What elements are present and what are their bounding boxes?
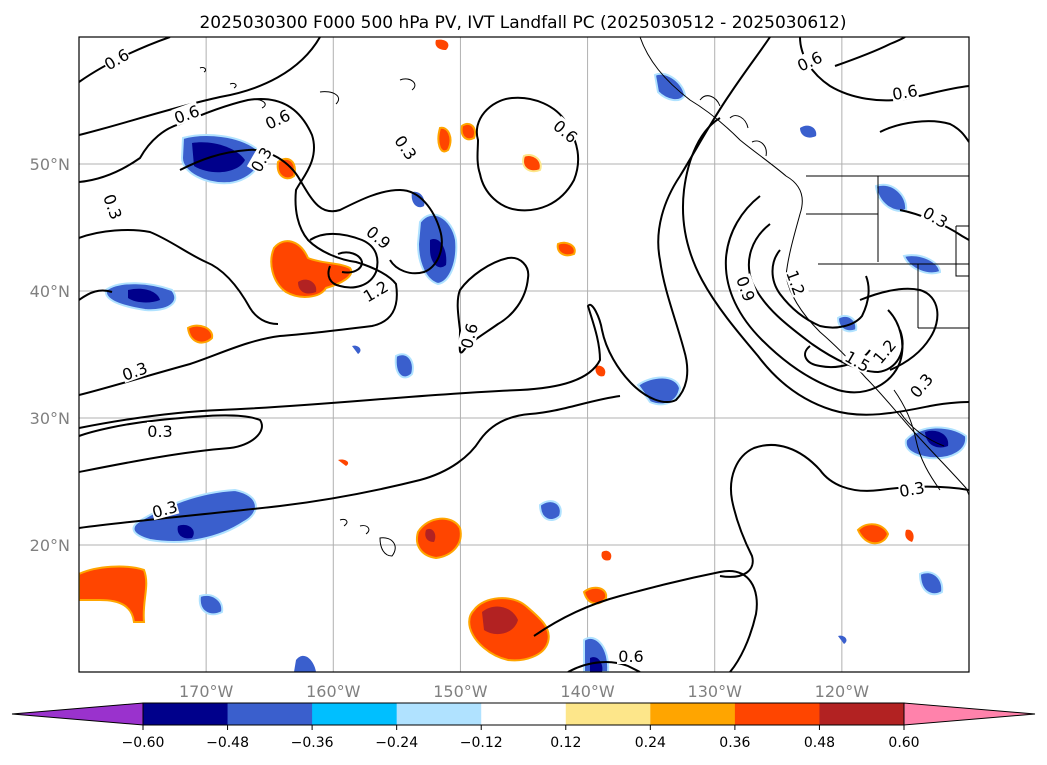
colorbar-bin [565, 703, 651, 725]
lat-tick-label: 50°N [30, 155, 70, 174]
pv-negative-region [538, 500, 562, 521]
colorbar-extend-low [11, 702, 144, 726]
pv-positive-region [79, 565, 148, 623]
map-frame [78, 36, 970, 673]
lon-tick-label: 160°W [306, 682, 361, 701]
lon-tick-label: 140°W [560, 682, 615, 701]
map-background [79, 37, 969, 672]
pv-negative-region [294, 655, 316, 672]
colorbar-bin [312, 703, 398, 725]
contour-label: 0.3 [147, 422, 172, 441]
pv-positive-region [905, 529, 914, 542]
pv-positive-region [460, 122, 476, 141]
colorbar-tick-label: 0.60 [888, 735, 919, 751]
pv-negative-region [918, 571, 944, 596]
colorbar-bin [481, 703, 567, 725]
colorbar-tick-label: 0.24 [635, 735, 666, 751]
latitude-labels: 20°N 30°N 40°N 50°N [30, 155, 70, 555]
pv-positive-region [582, 586, 608, 605]
pv-negative-region [653, 72, 687, 102]
pv-negative-core [128, 288, 160, 303]
colorbar-tick-label: 0.48 [804, 735, 835, 751]
pv-positive-region [601, 550, 612, 561]
pv-negative-core [590, 657, 603, 672]
pv-negative-region [800, 125, 817, 138]
colorbar-bin [650, 703, 736, 725]
pv-positive-core [298, 279, 317, 294]
pv-positive-region [270, 240, 353, 298]
lat-tick-label: 40°N [30, 282, 70, 301]
contour-label: 0.6 [891, 81, 919, 104]
pv-positive-core [425, 528, 436, 542]
lon-tick-label: 120°W [815, 682, 870, 701]
pv-negative-region [198, 594, 224, 616]
pv-positive-region [435, 39, 449, 50]
pv-positive-region [856, 523, 890, 545]
colorbar-bin [734, 703, 820, 725]
pv-negative-region [411, 191, 425, 208]
ivt-pc-shading [79, 39, 968, 672]
colorbar-bin [819, 703, 905, 725]
colorbar-tick-label: −0.60 [122, 735, 165, 751]
colorbar-tick-label: −0.36 [291, 735, 334, 751]
pv-positive-region [416, 517, 462, 560]
pv-negative-core [925, 430, 949, 448]
gridlines [79, 37, 969, 672]
longitude-labels: 170°W 160°W 150°W 140°W 130°W 120°W [179, 682, 869, 701]
pv-negative-region [352, 345, 361, 354]
colorbar-bin [396, 703, 482, 725]
lon-tick-label: 170°W [179, 682, 234, 701]
colorbar-tick-label: −0.48 [206, 735, 249, 751]
lat-tick-label: 20°N [30, 536, 70, 555]
colorbar-extend-high [903, 702, 1036, 726]
pv-negative-region [838, 635, 847, 644]
contour-label: 0.6 [618, 647, 643, 666]
colorbar: −0.60 −0.48 −0.36 −0.24 −0.12 0.12 0.24 0.36 0.4… [11, 702, 1036, 751]
pv-negative-region [394, 353, 414, 379]
lat-tick-label: 30°N [30, 409, 70, 428]
pv-positive-region [338, 459, 349, 466]
colorbar-tick-label: −0.24 [375, 735, 418, 751]
pv-positive-region [186, 324, 214, 344]
pv-positive-region [437, 126, 452, 153]
pv-positive-region [595, 365, 606, 377]
pv-positive-region [556, 241, 576, 257]
colorbar-bin [227, 703, 313, 725]
map-title: 2025030300 F000 500 hPa PV, IVT Landfall… [199, 13, 846, 33]
lon-tick-label: 130°W [688, 682, 743, 701]
pv-negative-core [192, 142, 245, 173]
contour-label: 0.3 [898, 478, 926, 501]
colorbar-tick-label: 0.12 [550, 735, 581, 751]
colorbar-bin [143, 703, 229, 725]
pv-positive-core [482, 606, 518, 635]
map-panel: 0.60.6 0.6 0.60.60.60.60.3 0.30.30.30.30.30… [78, 36, 970, 673]
pv-contours [79, 37, 969, 672]
colorbar-tick-label: 0.36 [719, 735, 750, 751]
pv-negative-core [177, 524, 194, 539]
colorbar-tick-label: −0.12 [460, 735, 503, 751]
pv-positive-region [276, 157, 296, 180]
lon-tick-label: 150°W [433, 682, 488, 701]
pv-negative-region [874, 183, 908, 212]
pv-positive-region [522, 154, 542, 173]
